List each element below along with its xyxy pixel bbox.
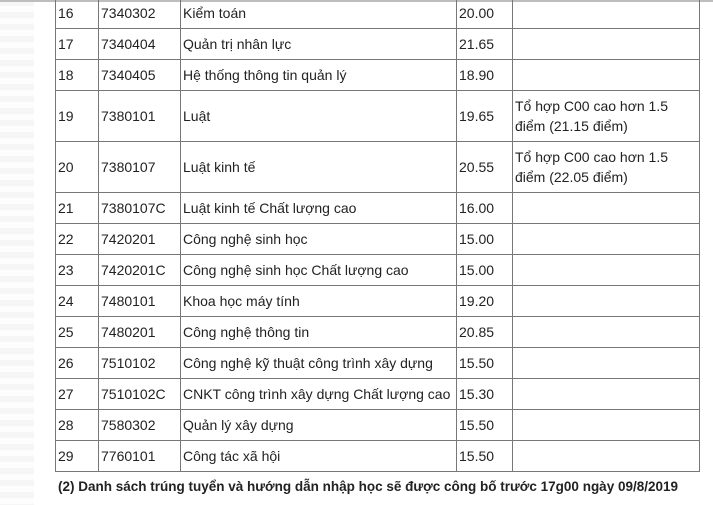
cutoff-score: 15.00 — [456, 254, 513, 286]
row-number: 24 — [55, 285, 99, 317]
row-number: 22 — [55, 223, 99, 255]
major-name: Luật kinh tế — [180, 141, 457, 193]
row-number: 26 — [55, 347, 99, 379]
admission-scores-table: 16 7340302 Kiểm toán 20.00 17 7340404 Quản trị… — [55, 0, 700, 472]
major-name: Công nghệ kỹ thuật công trình xây dựng — [180, 347, 457, 379]
cutoff-score: 18.90 — [456, 59, 513, 91]
major-name: Quản lý xây dựng — [180, 409, 457, 441]
major-code: 7380107C — [98, 192, 181, 224]
major-code: 7580302 — [98, 409, 181, 441]
note — [512, 254, 700, 286]
footer-note: (2) Danh sách trúng tuyển và hướng dẫn n… — [58, 479, 679, 494]
cutoff-score: 15.30 — [456, 378, 513, 410]
table-row: 29 7760101 Công tác xã hội 15.50 — [55, 440, 700, 472]
table-row: 18 7340405 Hệ thống thông tin quản lý 18.90 — [55, 59, 700, 91]
major-code: 7510102 — [98, 347, 181, 379]
row-number: 16 — [55, 0, 99, 29]
note — [512, 409, 700, 441]
table-row: 17 7340404 Quản trị nhân lực 21.65 — [55, 28, 700, 60]
cutoff-score: 21.65 — [456, 28, 513, 60]
major-code: 7420201C — [98, 254, 181, 286]
major-name: Công nghệ thông tin — [180, 316, 457, 348]
table-row: 24 7480101 Khoa học máy tính 19.20 — [55, 285, 700, 317]
major-name: Công nghệ sinh học Chất lượng cao — [180, 254, 457, 286]
major-name: Kiểm toán — [180, 0, 457, 29]
cutoff-score: 20.85 — [456, 316, 513, 348]
table-row: 19 7380101 Luật 19.65 Tổ hợp C00 cao hơn 1.5… — [55, 90, 700, 142]
note: Tổ hợp C00 cao hơn 1.5 điểm (21.15 điểm) — [512, 90, 700, 142]
major-code: 7510102C — [98, 378, 181, 410]
note — [512, 285, 700, 317]
row-number: 29 — [55, 440, 99, 472]
table-row: 16 7340302 Kiểm toán 20.00 — [55, 0, 700, 29]
major-name: Công tác xã hội — [180, 440, 457, 472]
row-number: 20 — [55, 141, 99, 193]
background-pattern — [0, 0, 34, 505]
major-name: Hệ thống thông tin quản lý — [180, 59, 457, 91]
row-number: 23 — [55, 254, 99, 286]
major-code: 7480201 — [98, 316, 181, 348]
note — [512, 0, 700, 29]
row-number: 28 — [55, 409, 99, 441]
major-name: Luật kinh tế Chất lượng cao — [180, 192, 457, 224]
note: Tổ hợp C00 cao hơn 1.5 điểm (22.05 điểm) — [512, 141, 700, 193]
cutoff-score: 15.50 — [456, 440, 513, 472]
cutoff-score: 20.00 — [456, 0, 513, 29]
row-number: 27 — [55, 378, 99, 410]
row-number: 17 — [55, 28, 99, 60]
row-number: 25 — [55, 316, 99, 348]
major-code: 7340302 — [98, 0, 181, 29]
table-row: 26 7510102 Công nghệ kỹ thuật công trình x… — [55, 347, 700, 379]
note — [512, 440, 700, 472]
table-row: 27 7510102C CNKT công trình xây dựng Chất … — [55, 378, 700, 410]
table-row: 28 7580302 Quản lý xây dựng 15.50 — [55, 409, 700, 441]
note — [512, 316, 700, 348]
major-code: 7380107 — [98, 141, 181, 193]
major-code: 7760101 — [98, 440, 181, 472]
note — [512, 28, 700, 60]
major-code: 7340404 — [98, 28, 181, 60]
major-code: 7480101 — [98, 285, 181, 317]
major-code: 7420201 — [98, 223, 181, 255]
table-row: 25 7480201 Công nghệ thông tin 20.85 — [55, 316, 700, 348]
major-name: Khoa học máy tính — [180, 285, 457, 317]
cutoff-score: 19.20 — [456, 285, 513, 317]
row-number: 21 — [55, 192, 99, 224]
row-number: 19 — [55, 90, 99, 142]
cutoff-score: 15.50 — [456, 409, 513, 441]
row-number: 18 — [55, 59, 99, 91]
major-name: Quản trị nhân lực — [180, 28, 457, 60]
major-name: Công nghệ sinh học — [180, 223, 457, 255]
cutoff-score: 15.00 — [456, 223, 513, 255]
major-name: Luật — [180, 90, 457, 142]
table-row: 22 7420201 Công nghệ sinh học 15.00 — [55, 223, 700, 255]
note — [512, 59, 700, 91]
note — [512, 192, 700, 224]
cutoff-score: 20.55 — [456, 141, 513, 193]
cutoff-score: 15.50 — [456, 347, 513, 379]
table-row: 21 7380107C Luật kinh tế Chất lượng cao 16.… — [55, 192, 700, 224]
cutoff-score: 19.65 — [456, 90, 513, 142]
note — [512, 347, 700, 379]
cutoff-score: 16.00 — [456, 192, 513, 224]
note — [512, 223, 700, 255]
major-code: 7340405 — [98, 59, 181, 91]
note — [512, 378, 700, 410]
table-row: 23 7420201C Công nghệ sinh học Chất lượng … — [55, 254, 700, 286]
major-code: 7380101 — [98, 90, 181, 142]
major-name: CNKT công trình xây dựng Chất lượng cao — [180, 378, 457, 410]
table-row: 20 7380107 Luật kinh tế 20.55 Tổ hợp C00 cao… — [55, 141, 700, 193]
